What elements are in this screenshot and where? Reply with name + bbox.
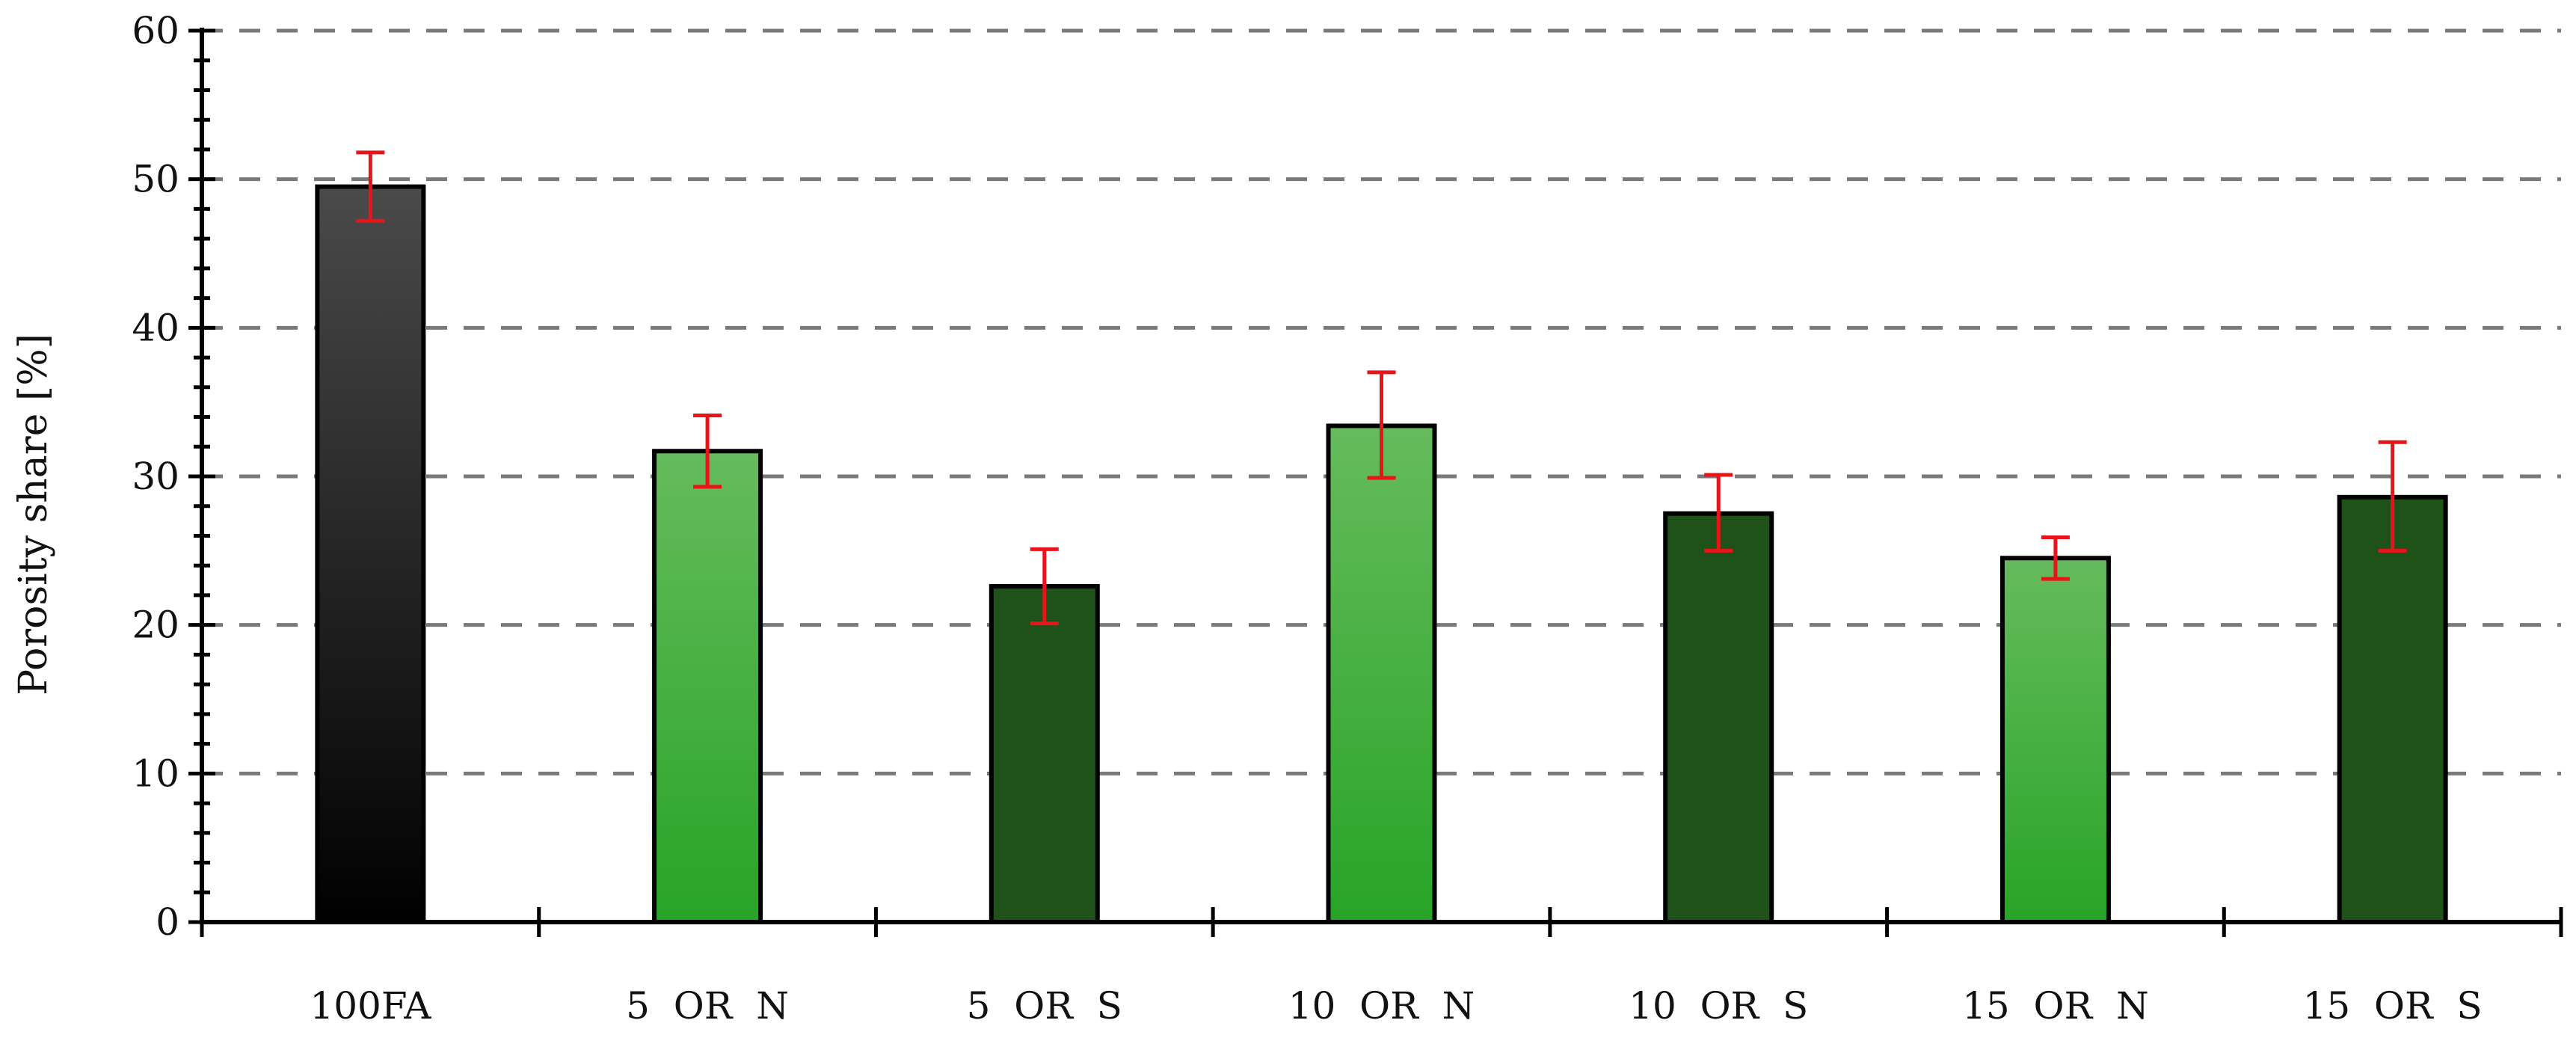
y-tick-label: 30 [132,455,179,498]
bar [1663,511,1774,924]
bar [989,584,1100,924]
bar [652,449,763,924]
y-tick-label: 20 [132,604,179,647]
y-tick-label: 60 [132,9,179,52]
y-tick-label: 50 [132,158,179,201]
x-category-label: 10 OR N [1288,984,1475,1028]
axes [188,28,2563,937]
bar [1326,423,1437,924]
y-tick-label: 10 [132,752,179,795]
x-category-label: 5 OR S [967,984,1122,1028]
x-category-label: 10 OR S [1629,984,1808,1028]
bar [2337,494,2448,924]
error-bars [356,150,2407,626]
x-category-label: 100FA [310,984,431,1028]
bars [315,184,2448,925]
y-tick-label: 0 [156,900,179,944]
bar [315,184,426,925]
y-tick-label: 40 [132,306,179,349]
x-category-label: 15 OR N [1962,984,2149,1028]
x-category-label: 5 OR N [626,984,789,1028]
x-category-label: 15 OR S [2303,984,2483,1028]
labels: 0 10 20 30 40 50 60 100FA 5 OR N 5 OR S 10 OR N 10 … [132,9,2482,1028]
y-axis-title: Porosity share [%] [11,334,56,695]
bar [1999,556,2111,924]
